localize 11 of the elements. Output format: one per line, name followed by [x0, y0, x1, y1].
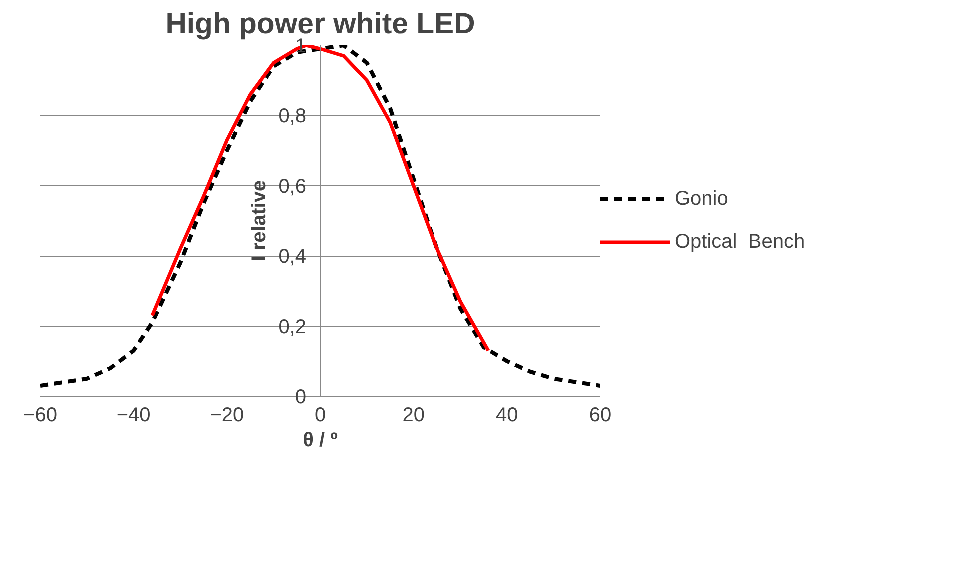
y-axis-title: I relative [248, 180, 271, 262]
x-axis-title: θ / º [303, 430, 338, 452]
legend-label: Gonio [675, 188, 728, 210]
x-tick-label: −40 [116, 404, 151, 426]
x-tick-label: 0 [314, 404, 326, 426]
x-tick-label: −20 [210, 404, 244, 426]
x-tick-label: 40 [496, 404, 518, 426]
x-tick-label: −60 [24, 404, 58, 426]
x-tick-label: 20 [402, 404, 425, 426]
legend-label: Optical Bench [675, 230, 806, 254]
x-tick-label: 60 [589, 404, 612, 426]
